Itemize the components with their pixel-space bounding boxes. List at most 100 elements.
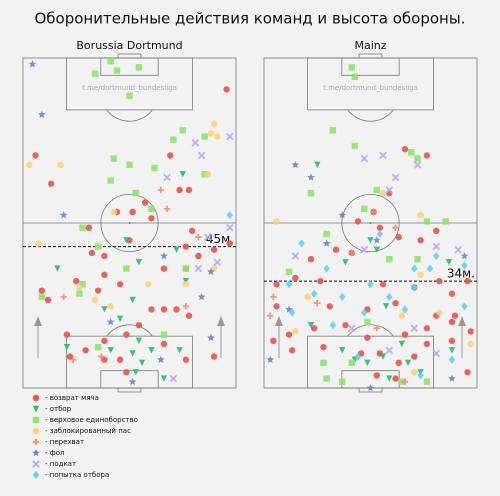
watermark: t.me/dortmund_bundesliga <box>82 84 177 92</box>
marker <box>194 264 203 273</box>
marker <box>73 277 80 285</box>
marker <box>351 73 359 81</box>
marker <box>210 353 218 360</box>
marker <box>436 277 443 285</box>
marker <box>182 281 190 288</box>
marker <box>79 281 86 288</box>
marker <box>464 277 471 285</box>
marker <box>197 151 206 160</box>
marker <box>160 265 168 272</box>
marker <box>323 264 330 273</box>
marker <box>135 321 143 329</box>
marker <box>179 171 186 178</box>
marker <box>288 347 296 354</box>
marker <box>373 236 381 244</box>
marker <box>135 259 143 266</box>
marker <box>448 318 456 326</box>
marker <box>348 64 355 71</box>
marker <box>342 321 349 329</box>
marker <box>323 230 330 238</box>
marker <box>391 173 400 182</box>
marker <box>107 303 114 310</box>
marker <box>123 265 130 272</box>
legend-marker <box>32 438 40 446</box>
legend-label: - фол <box>45 449 65 457</box>
marker <box>461 261 468 270</box>
marker <box>204 171 212 178</box>
marker <box>126 92 133 99</box>
marker <box>348 359 355 367</box>
legend-marker <box>32 405 40 413</box>
marker <box>167 152 174 159</box>
marker <box>169 374 178 383</box>
marker <box>148 205 155 213</box>
marker <box>339 378 346 385</box>
marker <box>132 369 139 376</box>
marker <box>101 271 108 279</box>
marker <box>454 245 463 254</box>
marker <box>91 296 99 304</box>
marker <box>288 308 296 317</box>
goal <box>117 387 142 393</box>
legend-label: - заблокированный пас <box>45 427 131 435</box>
marker <box>201 133 208 140</box>
marker <box>338 211 347 219</box>
marker <box>195 252 202 260</box>
marker <box>226 211 233 220</box>
marker <box>176 186 183 194</box>
marker <box>364 334 371 341</box>
marker <box>160 375 168 382</box>
marker <box>126 161 133 169</box>
marker <box>135 337 143 345</box>
marker <box>386 255 393 263</box>
centre-circle <box>341 193 400 253</box>
penalty-arc <box>347 109 394 122</box>
marker <box>320 343 327 351</box>
marker <box>195 233 202 241</box>
marker <box>69 356 77 363</box>
marker <box>94 287 102 294</box>
marker <box>432 349 441 358</box>
marker <box>360 245 369 254</box>
marker <box>85 224 92 231</box>
marker <box>379 189 387 197</box>
marker <box>225 132 234 141</box>
marker <box>401 331 409 338</box>
marker <box>408 149 415 156</box>
marker <box>392 299 399 307</box>
marker <box>88 249 96 257</box>
marker <box>314 299 321 307</box>
marker <box>148 347 155 354</box>
marker <box>382 303 390 310</box>
marker <box>26 161 33 169</box>
marker <box>445 259 453 266</box>
marker <box>423 340 431 348</box>
marker <box>267 312 274 319</box>
arrow-head <box>275 316 283 326</box>
marker <box>298 239 305 248</box>
centre-spot <box>369 222 372 224</box>
goal <box>117 53 142 59</box>
marker <box>210 246 218 253</box>
marker <box>292 274 299 282</box>
marker <box>226 240 233 247</box>
marker <box>35 240 42 247</box>
marker <box>203 233 212 241</box>
pitch: Borussia Dortmund t.me/dortmund_bundeslig… <box>22 39 237 393</box>
marker <box>376 230 384 238</box>
marker <box>285 331 293 338</box>
marker <box>323 375 330 382</box>
marker <box>307 173 315 181</box>
marker <box>101 356 108 363</box>
marker <box>448 337 456 345</box>
marker <box>361 308 368 317</box>
marker <box>207 333 215 341</box>
marker <box>129 350 136 357</box>
marker <box>76 284 83 291</box>
marker <box>185 312 193 319</box>
goal-area <box>100 370 159 389</box>
marker <box>182 356 190 363</box>
marker <box>373 246 380 253</box>
marker <box>188 227 196 235</box>
